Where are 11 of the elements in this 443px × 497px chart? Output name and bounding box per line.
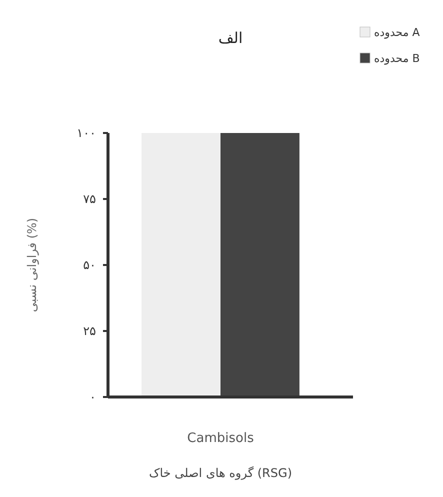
y-tick-label: ۵۰ xyxy=(83,258,96,272)
y-axis-title: فراوانی نسبی (%) xyxy=(25,218,39,312)
x-axis-title: Cambisols xyxy=(187,431,254,446)
y-tick-label: ۰ xyxy=(90,390,96,404)
legend-label: محدوده A xyxy=(374,26,420,39)
legend-label: محدوده B xyxy=(374,52,420,65)
y-tick-label: ۱۰۰ xyxy=(76,126,96,140)
y-tick-label: ۲۵ xyxy=(83,324,96,338)
text: گروه های اصلی خاک (RSG) xyxy=(149,466,292,480)
chart-title: الف xyxy=(218,29,243,47)
y-tick-label: ۷۵ xyxy=(83,192,96,206)
